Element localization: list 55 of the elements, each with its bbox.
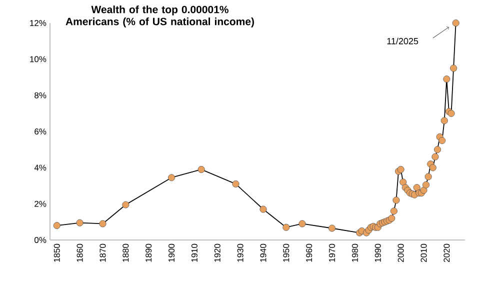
point: [390, 208, 398, 215]
point: [420, 186, 428, 194]
x-tick-label: 1930: [237, 244, 244, 262]
point: [424, 173, 432, 180]
x-tick-label: 2010: [420, 244, 427, 262]
x-tick-label: 1970: [329, 244, 336, 262]
point: [443, 76, 450, 83]
point: [282, 224, 290, 231]
point: [122, 201, 130, 208]
x-tick-label: 1860: [76, 244, 83, 262]
point: [422, 181, 430, 188]
y-tick-label: 8%: [34, 92, 46, 98]
x-tick-label: 1980: [352, 244, 358, 262]
x-tick-label: 1920: [214, 244, 220, 262]
point: [388, 214, 396, 222]
chart-title: Wealth of the top 0.00001% Americans (% of US national income): [66, 6, 254, 28]
x-tick-label: 1960: [306, 244, 312, 262]
annotation: 11/2025: [387, 38, 418, 44]
x-tick-label: 1900: [168, 244, 175, 262]
point: [429, 164, 436, 172]
x-tick-label: 1880: [122, 244, 129, 262]
point: [432, 153, 439, 160]
point: [260, 206, 267, 213]
point: [434, 146, 441, 154]
x-tick-label: 1910: [191, 244, 198, 262]
x-tick-label: 1890: [146, 244, 152, 262]
x-tick-label: 1850: [54, 244, 60, 262]
point: [168, 174, 176, 182]
point: [438, 137, 446, 144]
y-tick-label: 10%: [30, 56, 46, 62]
y-tick-label: 12%: [30, 20, 46, 26]
y-tick-label: 4%: [34, 164, 46, 171]
x-tick-label: 1940: [260, 244, 266, 262]
point: [198, 166, 205, 173]
x-tick-label: 1950: [283, 244, 290, 262]
point: [392, 196, 400, 204]
point: [328, 224, 336, 232]
point: [99, 220, 106, 228]
x-tick-label: 2000: [398, 244, 404, 262]
point: [452, 20, 460, 26]
point: [448, 110, 455, 117]
point: [76, 219, 84, 226]
x-tick-label: 2020: [444, 244, 450, 262]
x-tick-label: 1870: [100, 244, 106, 262]
point: [53, 222, 60, 230]
y-tick-label: 2%: [34, 200, 46, 207]
point: [440, 117, 448, 124]
point: [298, 220, 306, 228]
y-tick-label: 6%: [34, 128, 46, 135]
y-tick-label: 0%: [34, 236, 46, 244]
point: [400, 178, 407, 186]
x-tick-label: 1990: [374, 244, 381, 262]
point: [450, 64, 458, 72]
point: [232, 180, 240, 188]
point: [413, 184, 420, 192]
